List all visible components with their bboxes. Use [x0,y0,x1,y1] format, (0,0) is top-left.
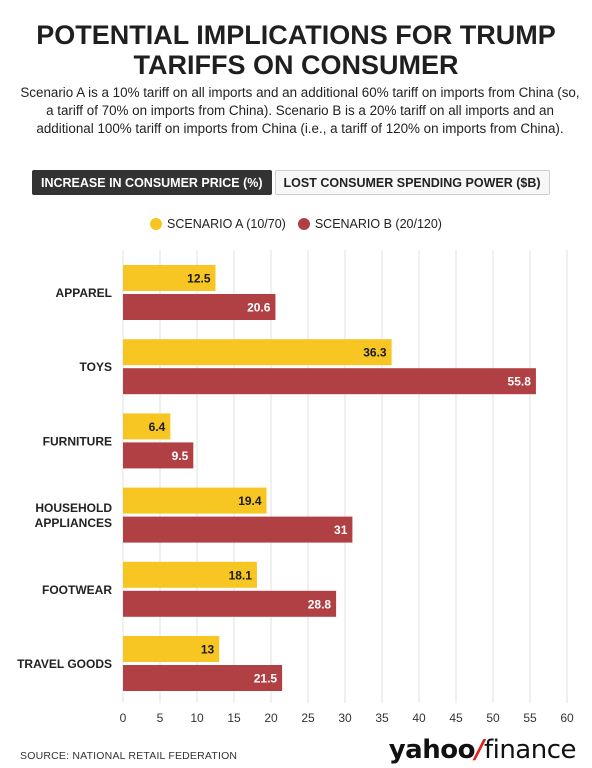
yahoo-finance-logo: yahoo/finance [388,735,577,765]
tab-consumer-price[interactable]: INCREASE IN CONSUMER PRICE (%) [32,170,272,195]
data-label: 20.6 [247,301,271,315]
bar-scenario-b [123,442,194,469]
x-tick-label: 55 [523,711,537,725]
bar-scenario-b [123,516,353,543]
bar-scenario-b [123,590,337,617]
x-tick-label: 60 [560,711,574,725]
data-label: 12.5 [187,272,211,286]
bar-scenario-b [123,665,283,691]
bar-scenario-b [123,368,536,395]
x-tick-label: 10 [190,711,204,725]
data-label: 31 [334,523,348,537]
data-label: 13 [201,643,215,657]
data-label: 18.1 [229,568,253,582]
category-label: APPLIANCES [35,516,112,530]
tab-spending-power[interactable]: LOST CONSUMER SPENDING POWER ($B) [274,170,550,195]
x-tick-label: 15 [227,711,241,725]
category-label: TOYS [80,360,112,374]
x-tick-label: 35 [375,711,389,725]
category-label: FURNITURE [43,434,112,448]
legend-label-scenario-b: SCENARIO B (20/120) [314,217,442,231]
x-tick-label: 30 [338,711,352,725]
legend-dot-scenario-b [297,218,310,230]
x-tick-label: 50 [486,711,500,725]
data-label: 19.4 [238,494,262,508]
category-label: APPAREL [56,286,112,300]
legend: SCENARIO A (10/70) SCENARIO B (20/120) [0,217,592,231]
bar-scenario-a [123,413,171,440]
bar-scenario-b [123,294,276,320]
bar-scenario-a [123,636,220,662]
x-tick-label: 0 [120,711,127,725]
x-tick-label: 20 [264,711,278,725]
data-label: 55.8 [508,375,532,389]
bar-scenario-a [123,561,257,588]
chart-subtitle: Scenario A is a 10% tariff on all import… [20,85,580,136]
category-label: TRAVEL GOODS [17,657,112,671]
bar-scenario-a [123,487,267,514]
chart-title: POTENTIAL IMPLICATIONS FOR TRUMP TARIFFS… [36,20,556,80]
legend-item-scenario-b[interactable]: SCENARIO B (20/120) [297,217,442,231]
data-label: 36.3 [363,346,387,360]
bar-scenario-a [123,339,392,366]
bar-scenario-a [123,265,216,291]
category-label: FOOTWEAR [42,583,112,597]
data-label: 9.5 [172,449,189,463]
x-tick-label: 5 [157,711,164,725]
x-tick-label: 40 [412,711,426,725]
x-tick-label: 45 [449,711,463,725]
legend-item-scenario-a[interactable]: SCENARIO A (10/70) [150,217,286,231]
data-label: 6.4 [149,420,166,434]
legend-label-scenario-a: SCENARIO A (10/70) [167,217,286,231]
metric-tabs: INCREASE IN CONSUMER PRICE (%) LOST CONS… [32,170,550,195]
legend-dot-scenario-a [150,218,163,230]
bar-chart: 0 5 10 15 20 25 30 35 40 45 50 55 60 12.5 20.6 APPAREL 3… [17,250,574,725]
data-label: 21.5 [254,672,278,686]
data-label: 28.8 [308,597,332,611]
x-tick-label: 25 [301,711,315,725]
source-note: SOURCE: NATIONAL RETAIL FEDERATION [20,750,238,762]
category-label: HOUSEHOLD [35,501,112,515]
